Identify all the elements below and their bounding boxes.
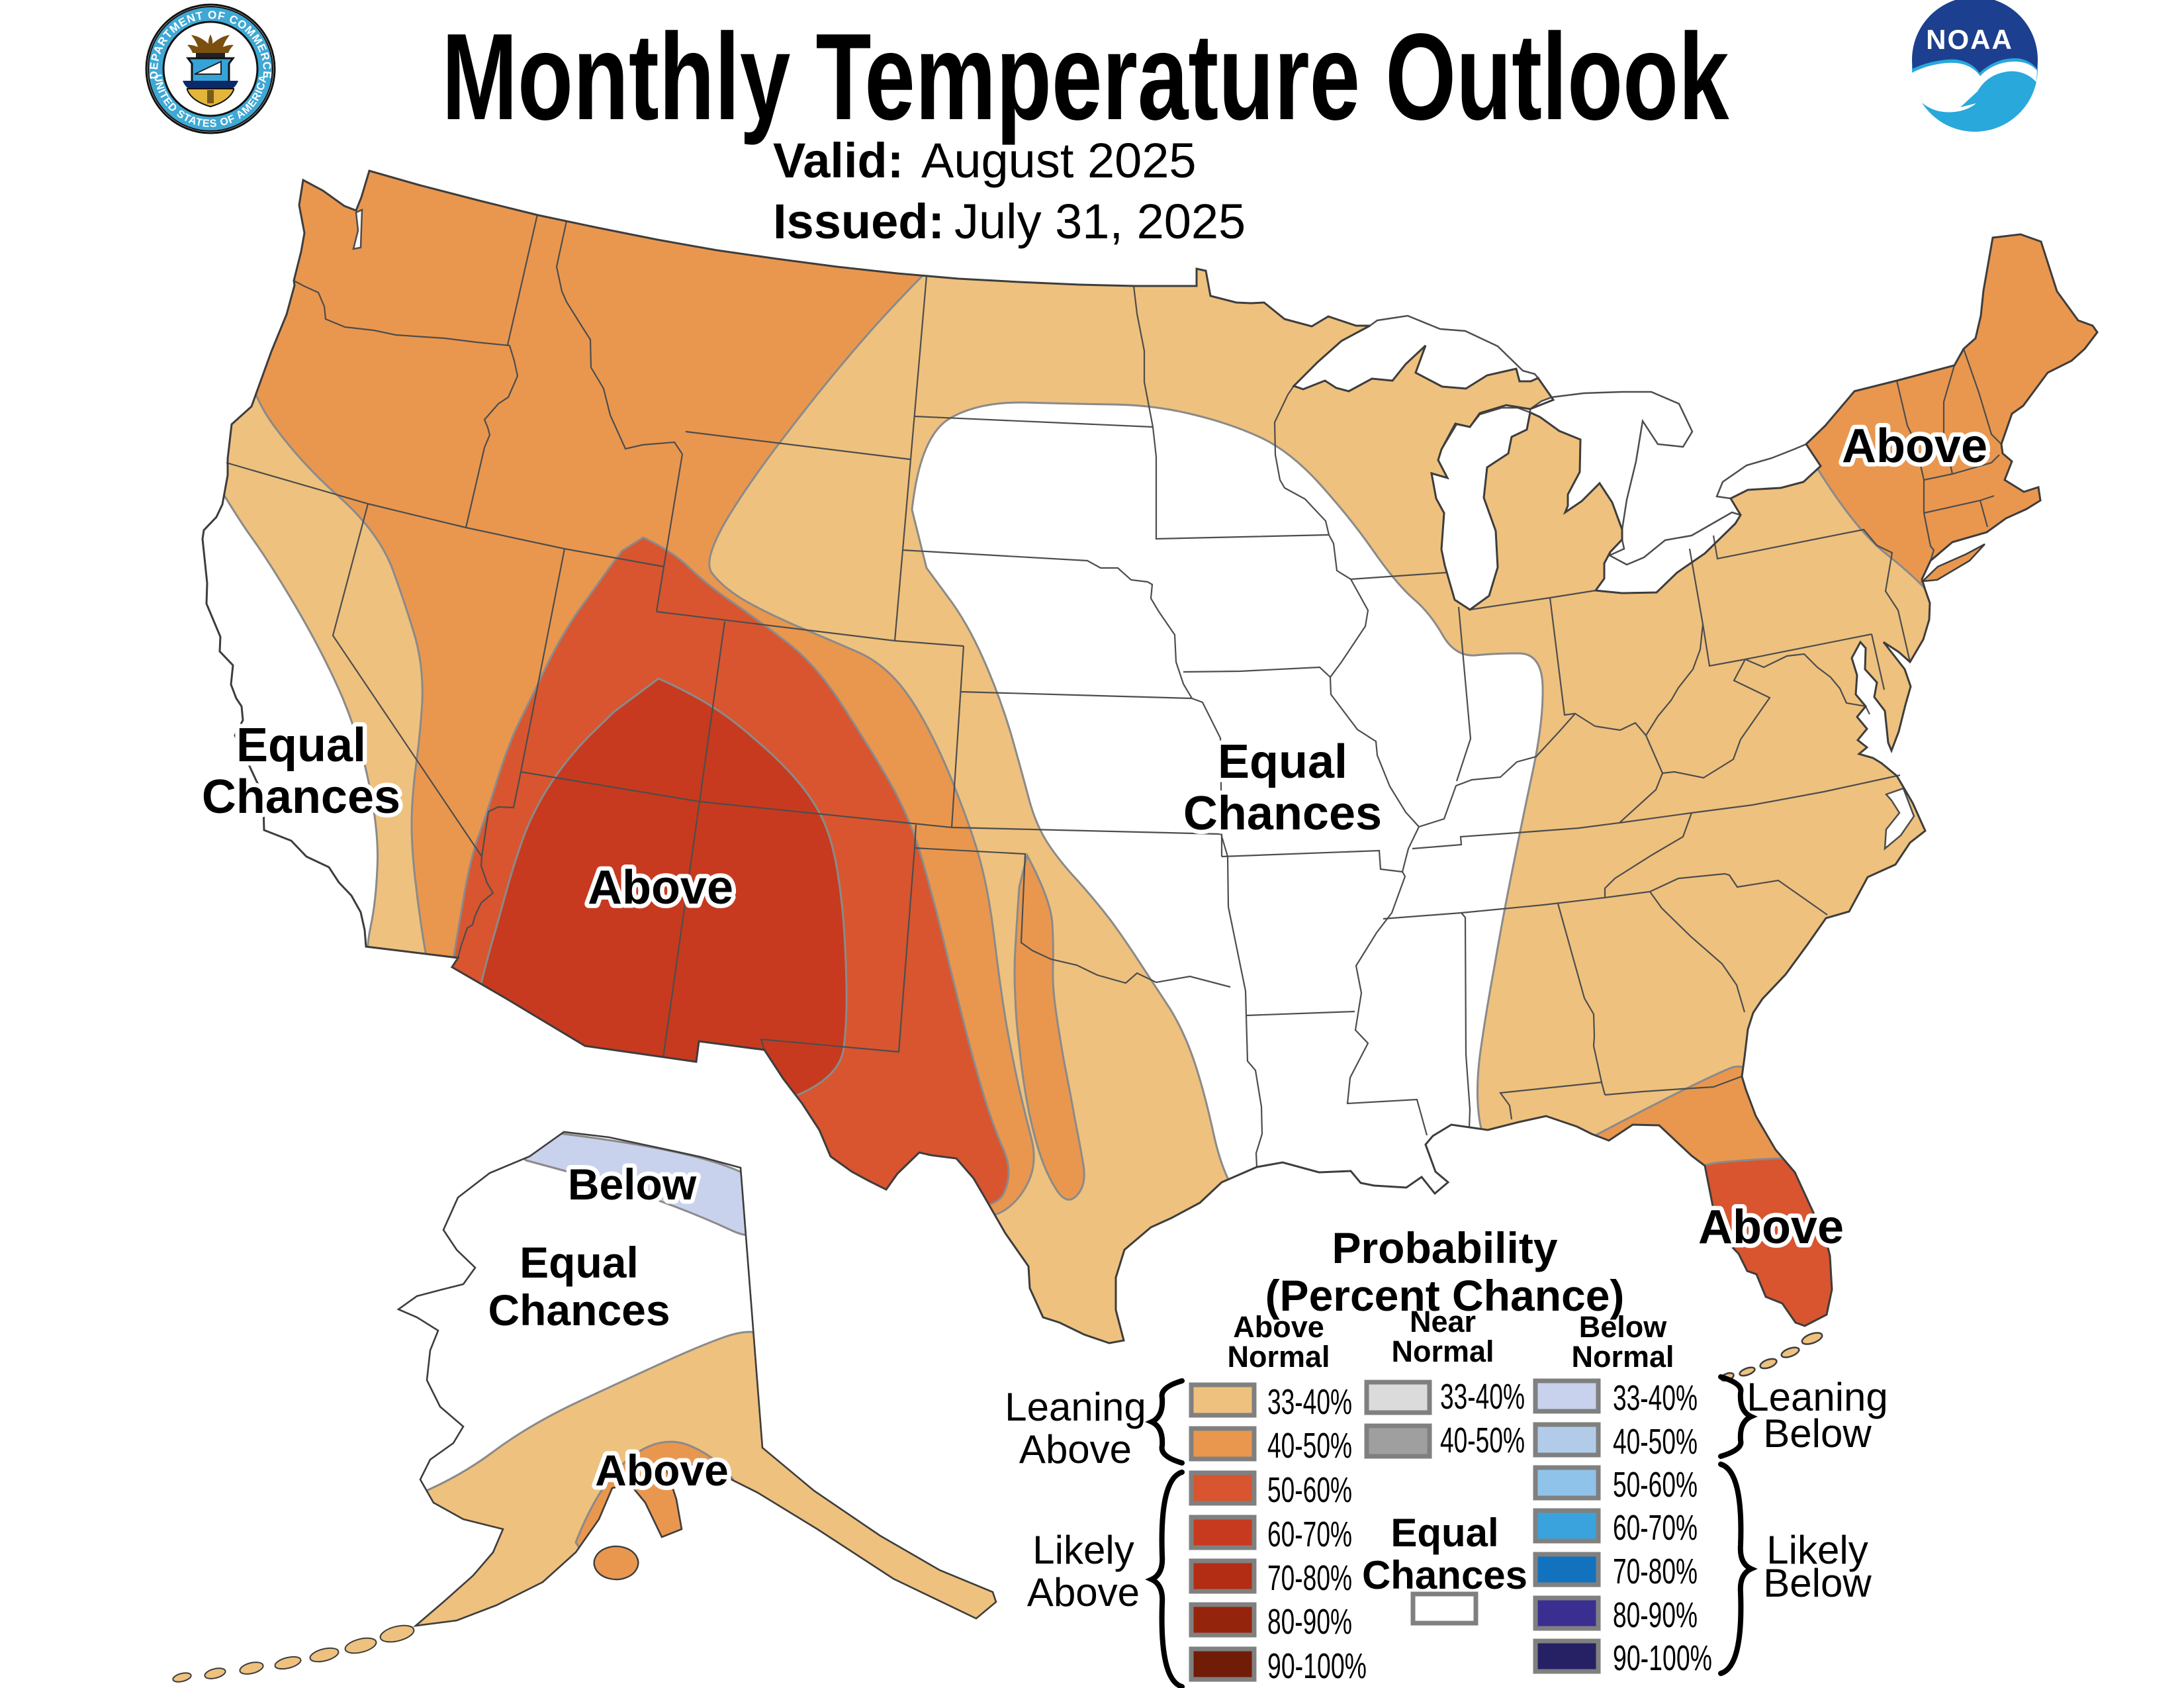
svg-text:Chances: Chances: [202, 771, 400, 823]
svg-text:Above: Above: [1842, 420, 1987, 473]
svg-text:33-40%: 33-40%: [1613, 1378, 1698, 1418]
svg-text:Leaning: Leaning: [1005, 1385, 1146, 1429]
svg-text:Below: Below: [1579, 1310, 1668, 1344]
svg-text:70-80%: 70-80%: [1267, 1558, 1352, 1598]
svg-text:Chances: Chances: [488, 1286, 670, 1335]
svg-text:August 2025: August 2025: [921, 133, 1197, 188]
svg-text:Normal: Normal: [1571, 1340, 1674, 1374]
svg-text:60-70%: 60-70%: [1267, 1515, 1352, 1554]
svg-text:Below: Below: [1763, 1561, 1872, 1605]
svg-text:Below: Below: [1763, 1411, 1872, 1456]
svg-text:80-90%: 80-90%: [1267, 1602, 1352, 1642]
svg-text:Likely: Likely: [1032, 1528, 1134, 1572]
svg-text:Equal: Equal: [236, 719, 366, 772]
svg-text:Chances: Chances: [1183, 787, 1382, 840]
svg-text:Below: Below: [568, 1160, 697, 1209]
svg-text:90-100%: 90-100%: [1613, 1638, 1712, 1678]
svg-text:Issued:: Issued:: [773, 194, 944, 249]
svg-text:Above: Above: [1698, 1201, 1844, 1254]
svg-text:90-100%: 90-100%: [1267, 1646, 1367, 1686]
svg-text:Above: Above: [1019, 1427, 1132, 1472]
svg-text:Leaning: Leaning: [1747, 1375, 1888, 1419]
svg-text:Equal: Equal: [1218, 735, 1347, 788]
svg-text:Near: Near: [1410, 1305, 1476, 1338]
svg-text:60-70%: 60-70%: [1613, 1508, 1698, 1548]
svg-text:Above: Above: [1027, 1570, 1140, 1615]
svg-text:33-40%: 33-40%: [1267, 1382, 1352, 1422]
svg-text:(Percent Chance): (Percent Chance): [1265, 1271, 1625, 1320]
svg-text:40-50%: 40-50%: [1613, 1422, 1698, 1462]
svg-text:Above: Above: [588, 861, 733, 914]
svg-text:Chances: Chances: [1362, 1553, 1527, 1597]
svg-text:Normal: Normal: [1227, 1340, 1330, 1374]
svg-text:Equal: Equal: [520, 1238, 639, 1287]
svg-text:40-50%: 40-50%: [1267, 1426, 1352, 1466]
svg-text:50-60%: 50-60%: [1613, 1465, 1698, 1505]
svg-text:Monthly Temperature Outlook: Monthly Temperature Outlook: [442, 9, 1729, 146]
svg-text:Probability: Probability: [1332, 1223, 1557, 1272]
svg-text:50-60%: 50-60%: [1267, 1470, 1352, 1510]
svg-text:70-80%: 70-80%: [1613, 1552, 1698, 1591]
svg-text:40-50%: 40-50%: [1440, 1421, 1525, 1460]
svg-text:Above: Above: [1233, 1310, 1324, 1344]
svg-text:33-40%: 33-40%: [1440, 1377, 1525, 1417]
svg-text:July 31, 2025: July 31, 2025: [954, 194, 1246, 249]
svg-text:80-90%: 80-90%: [1613, 1595, 1698, 1635]
svg-text:Above: Above: [595, 1446, 729, 1495]
svg-text:Likely: Likely: [1766, 1528, 1868, 1572]
svg-text:Valid:: Valid:: [773, 133, 903, 188]
svg-text:Equal: Equal: [1390, 1511, 1498, 1555]
svg-text:NOAA: NOAA: [1926, 24, 2013, 55]
svg-text:Normal: Normal: [1391, 1335, 1494, 1368]
